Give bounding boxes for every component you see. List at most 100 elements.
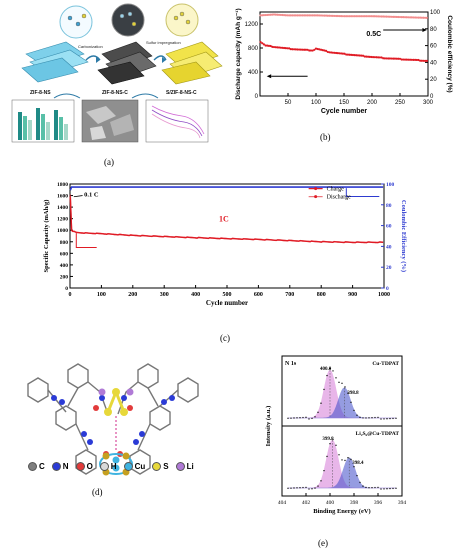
data-point — [319, 14, 323, 17]
zoom-bubble-molecule — [59, 5, 93, 39]
data-point — [417, 16, 420, 19]
inset-sem-image — [81, 99, 139, 143]
x-tick-label: 900 — [348, 292, 357, 298]
data-point — [348, 53, 351, 56]
data-point — [336, 14, 339, 18]
data-point — [385, 57, 388, 60]
element-legend: C N O H Cu S Li — [28, 462, 194, 471]
data-point — [378, 56, 381, 59]
data-point — [259, 14, 262, 17]
molecular-structure — [27, 363, 199, 476]
xps-sample-label: Li₂S₆@Cu-TDPAT — [356, 431, 400, 437]
data-point — [356, 15, 360, 18]
data-point — [281, 46, 284, 49]
data-point — [360, 15, 363, 18]
data-point — [363, 55, 366, 58]
lis-cluster — [98, 388, 134, 452]
zoom-bubble-sulfur — [165, 3, 199, 37]
legend-symbol: O — [86, 462, 93, 471]
data-point — [382, 15, 385, 18]
xps-data-point — [317, 411, 319, 414]
data-point — [368, 15, 371, 18]
data-point — [321, 14, 324, 17]
xps-data-point — [293, 417, 295, 419]
legend-dot — [51, 462, 61, 471]
data-point — [323, 14, 326, 17]
panel-b-chart: 50 100 150 200 250 300 0 400 800 1200 0 20 40 60 80 100… — [232, 0, 454, 148]
xps-data-point — [377, 416, 379, 419]
xps-data-point — [293, 487, 295, 489]
data-point — [373, 56, 376, 59]
discharge-capacity-chart: 50 100 150 200 250 30004008001200020406080100… — [235, 8, 453, 115]
y-tick-label: 1200 — [57, 217, 68, 223]
xps-data-point — [386, 418, 388, 420]
data-point — [266, 13, 269, 17]
data-point — [286, 14, 289, 17]
y-tick-label: 800 — [248, 46, 259, 52]
xps-data-point — [374, 416, 376, 419]
x-tick-label: 400 — [326, 500, 335, 506]
data-point — [330, 14, 333, 17]
legend-label: Charge — [327, 187, 345, 193]
legend-label: Discharge — [327, 195, 352, 201]
data-point — [261, 14, 264, 17]
data-point — [424, 59, 427, 62]
arrow-carbonization — [85, 55, 101, 61]
label-carbonization: Carbonization — [78, 44, 103, 49]
y2-tick-label: 100 — [430, 10, 441, 16]
data-point — [318, 48, 321, 51]
data-point — [318, 14, 321, 17]
legend-symbol: H — [110, 462, 117, 471]
data-point — [346, 53, 350, 56]
x-tick-label: 800 — [317, 292, 326, 298]
data-point — [293, 48, 296, 51]
data-point — [383, 57, 386, 60]
y2-axis-label: Coulombic Efficiency (%) — [400, 200, 407, 272]
data-point — [408, 16, 412, 19]
legend-symbol: Li — [186, 462, 194, 471]
data-point — [324, 49, 328, 52]
xps-data-point — [341, 459, 343, 461]
data-point — [333, 51, 336, 54]
data-point — [397, 15, 400, 19]
data-point — [366, 15, 370, 18]
x-tick-label: 200 — [128, 292, 137, 298]
data-point — [330, 51, 333, 54]
data-point — [351, 15, 355, 18]
data-point — [303, 14, 306, 17]
inset-bar-chart — [11, 99, 75, 143]
y-tick-label: 0 — [65, 286, 68, 292]
x-tick-label: 250 — [395, 100, 406, 106]
data-point — [288, 47, 291, 50]
data-point — [284, 14, 287, 17]
legend-item-cu: Cu — [123, 462, 145, 471]
y2-tick-label: 60 — [430, 44, 437, 50]
data-point — [331, 51, 334, 54]
y-tick-label: 1200 — [245, 22, 259, 28]
data-point — [398, 15, 402, 19]
annotation-arrow — [73, 195, 83, 198]
xps-peak-fit — [288, 457, 396, 489]
y2-axis-label: Coulombic efficiency (%) — [446, 15, 453, 92]
legend-dot — [123, 462, 133, 471]
data-point — [264, 13, 267, 17]
data-point — [274, 46, 277, 49]
szif8c-nanosheets — [161, 41, 223, 85]
xps-data-point — [296, 487, 298, 489]
xps-data-point — [317, 485, 319, 487]
legend-item-n: N — [51, 462, 69, 471]
data-point — [400, 58, 403, 61]
xps-data-point — [287, 487, 289, 489]
xps-data-point — [329, 367, 331, 370]
data-point — [393, 15, 397, 18]
y2-tick-label: 100 — [386, 182, 395, 188]
panel-d-molecule: C N O H Cu S Li — [8, 352, 218, 502]
data-point — [368, 55, 371, 58]
annotation-rate-high: 1C — [219, 215, 229, 224]
data-point — [276, 46, 279, 49]
data-point — [267, 44, 271, 47]
xps-region-label: N 1s — [285, 361, 297, 367]
y-tick-label: 1400 — [57, 205, 68, 211]
data-point — [365, 15, 368, 18]
xps-data-point — [347, 392, 349, 394]
